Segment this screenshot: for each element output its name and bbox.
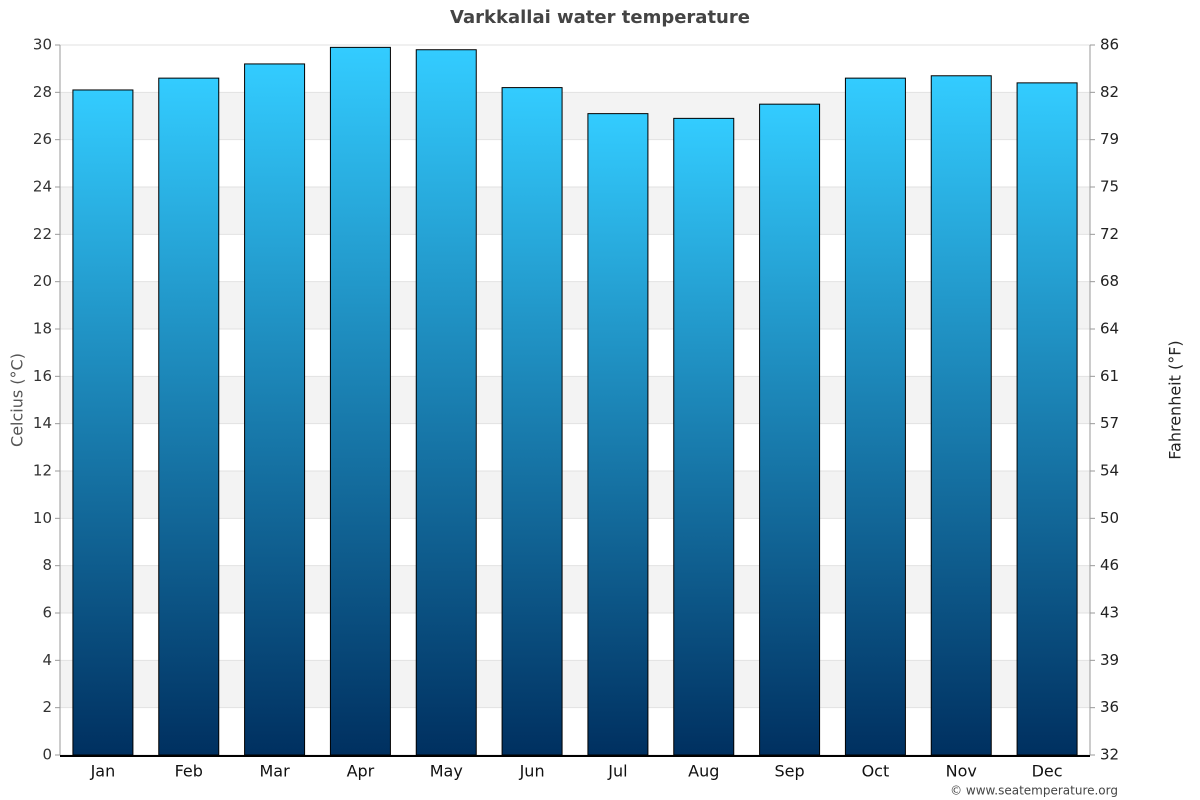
y-tick-label: 22 — [33, 225, 52, 243]
grid-band — [60, 565, 1090, 613]
bar — [158, 77, 220, 756]
y-axis-title: Celcius (°C) — [8, 353, 27, 447]
grid-band — [60, 92, 1090, 140]
y-tick-label: 30 — [33, 36, 52, 54]
y-tick-label: 18 — [33, 320, 52, 338]
y2-tick-label: 54 — [1100, 462, 1119, 480]
bar — [415, 49, 477, 756]
y2-tick-label: 61 — [1100, 367, 1119, 385]
y-tick-label: 4 — [42, 651, 52, 669]
y2-tick-label: 32 — [1100, 746, 1119, 764]
grid-band — [60, 471, 1090, 519]
y-tick-label: 0 — [42, 746, 52, 764]
y2-tick-label: 72 — [1100, 225, 1119, 243]
x-tick-label: Jul — [607, 762, 627, 781]
y2-tick-label: 43 — [1100, 604, 1119, 622]
grid-band — [60, 187, 1090, 235]
y2-tick-label: 79 — [1100, 130, 1119, 148]
x-tick-label: Oct — [862, 762, 890, 781]
y2-tick-label: 75 — [1100, 178, 1119, 196]
bar — [587, 113, 649, 756]
chart-title: Varkkallai water temperature — [450, 7, 750, 28]
bar — [329, 46, 391, 756]
bar — [1016, 82, 1078, 756]
bar — [930, 75, 992, 756]
y-tick-label: 26 — [33, 130, 52, 148]
y-tick-label: 8 — [42, 556, 52, 574]
y2-tick-label: 68 — [1100, 272, 1119, 290]
grid-band — [60, 376, 1090, 424]
y2-axis-title: Fahrenheit (°F) — [1166, 340, 1185, 459]
bar — [501, 87, 563, 756]
bar — [72, 89, 134, 756]
grid-band — [60, 281, 1090, 329]
bar — [759, 103, 821, 756]
y-tick-label: 2 — [42, 698, 52, 716]
x-tick-label: Jun — [519, 762, 545, 781]
credit: © www.seatemperature.org — [950, 784, 1118, 798]
x-tick-label: Sep — [775, 762, 805, 781]
y2-tick-label: 39 — [1100, 651, 1119, 669]
x-tick-label: Apr — [347, 762, 375, 781]
y-tick-label: 12 — [33, 462, 52, 480]
y2-tick-label: 57 — [1100, 414, 1119, 432]
x-tick-label: Jan — [90, 762, 116, 781]
y-tick-label: 10 — [33, 509, 52, 527]
y-tick-label: 24 — [33, 178, 52, 196]
y2-tick-label: 36 — [1100, 698, 1119, 716]
bar — [673, 117, 735, 756]
y2-tick-label: 82 — [1100, 83, 1119, 101]
bar — [844, 77, 906, 756]
y-tick-label: 28 — [33, 83, 52, 101]
x-tick-label: May — [430, 762, 463, 781]
x-tick-label: Mar — [259, 762, 290, 781]
y-tick-label: 6 — [42, 604, 52, 622]
grid-band — [60, 660, 1090, 708]
x-tick-label: Dec — [1032, 762, 1063, 781]
y2-tick-label: 46 — [1100, 556, 1119, 574]
y2-tick-label: 86 — [1100, 36, 1119, 54]
y-tick-label: 20 — [33, 272, 52, 290]
y-tick-label: 14 — [33, 414, 52, 432]
bar — [244, 63, 306, 756]
x-tick-label: Feb — [175, 762, 203, 781]
y2-tick-label: 50 — [1100, 509, 1119, 527]
x-tick-label: Aug — [688, 762, 719, 781]
y-tick-label: 16 — [33, 367, 52, 385]
y2-tick-label: 64 — [1100, 320, 1119, 338]
x-tick-label: Nov — [946, 762, 977, 781]
